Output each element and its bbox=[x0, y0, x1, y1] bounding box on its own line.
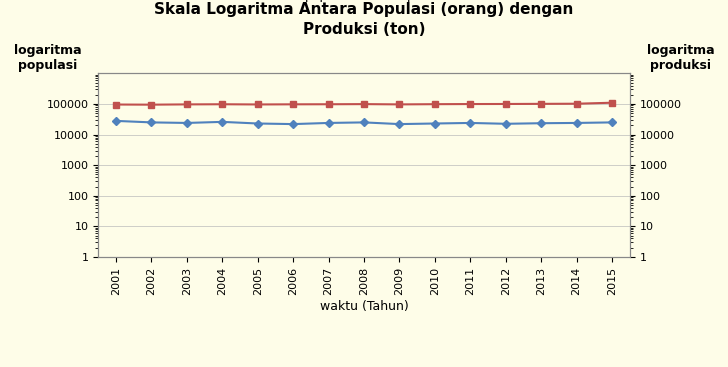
Text: Produksi (ton): Produksi (ton) bbox=[303, 22, 425, 37]
populasi bbox=[289, 102, 298, 106]
populasi bbox=[324, 102, 333, 106]
Text: Skala Logaritma Antara Populasi (orang) dengan: Skala Logaritma Antara Populasi (orang) … bbox=[154, 2, 574, 17]
produksi bbox=[502, 121, 510, 126]
populasi bbox=[466, 102, 475, 106]
populasi bbox=[360, 102, 368, 106]
produksi bbox=[395, 122, 404, 126]
populasi bbox=[430, 102, 439, 106]
produksi bbox=[183, 121, 191, 125]
X-axis label: waktu (Tahun): waktu (Tahun) bbox=[320, 301, 408, 313]
Line: produksi: produksi bbox=[114, 118, 614, 127]
populasi bbox=[111, 102, 120, 107]
Legend: populasi, produksi: populasi, produksi bbox=[262, 0, 466, 7]
produksi bbox=[253, 121, 262, 126]
produksi bbox=[572, 121, 581, 125]
produksi bbox=[537, 121, 545, 126]
Line: populasi: populasi bbox=[113, 99, 615, 108]
populasi bbox=[572, 102, 581, 106]
produksi bbox=[147, 120, 156, 125]
produksi bbox=[430, 121, 439, 126]
populasi bbox=[537, 102, 545, 106]
produksi bbox=[111, 119, 120, 123]
produksi bbox=[608, 120, 617, 125]
populasi bbox=[147, 102, 156, 107]
produksi bbox=[218, 120, 226, 124]
populasi bbox=[395, 102, 404, 106]
populasi bbox=[608, 101, 617, 105]
populasi bbox=[218, 102, 226, 106]
populasi bbox=[502, 102, 510, 106]
produksi bbox=[360, 120, 368, 125]
populasi bbox=[253, 102, 262, 107]
populasi bbox=[183, 102, 191, 106]
produksi bbox=[324, 121, 333, 125]
produksi bbox=[466, 121, 475, 125]
Text: logaritma
produksi: logaritma produksi bbox=[647, 44, 714, 72]
Text: logaritma
populasi: logaritma populasi bbox=[14, 44, 81, 72]
produksi bbox=[289, 122, 298, 126]
